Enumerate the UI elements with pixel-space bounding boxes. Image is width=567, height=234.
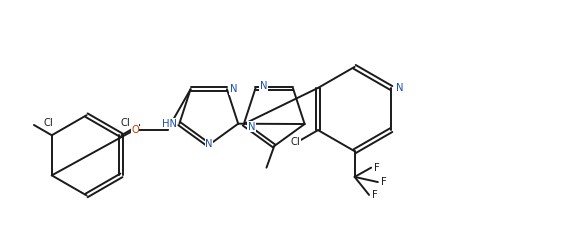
Text: O: O xyxy=(131,124,139,135)
Text: HN: HN xyxy=(162,119,177,129)
Text: Cl: Cl xyxy=(120,118,130,128)
Text: N: N xyxy=(396,83,404,93)
Text: N: N xyxy=(230,84,237,94)
Text: F: F xyxy=(374,163,380,173)
Text: N: N xyxy=(248,122,256,132)
Text: F: F xyxy=(372,190,378,200)
Text: F: F xyxy=(381,177,387,187)
Text: Cl: Cl xyxy=(291,137,301,146)
Text: N: N xyxy=(260,81,267,91)
Text: Cl: Cl xyxy=(43,118,53,128)
Text: N: N xyxy=(205,139,213,149)
